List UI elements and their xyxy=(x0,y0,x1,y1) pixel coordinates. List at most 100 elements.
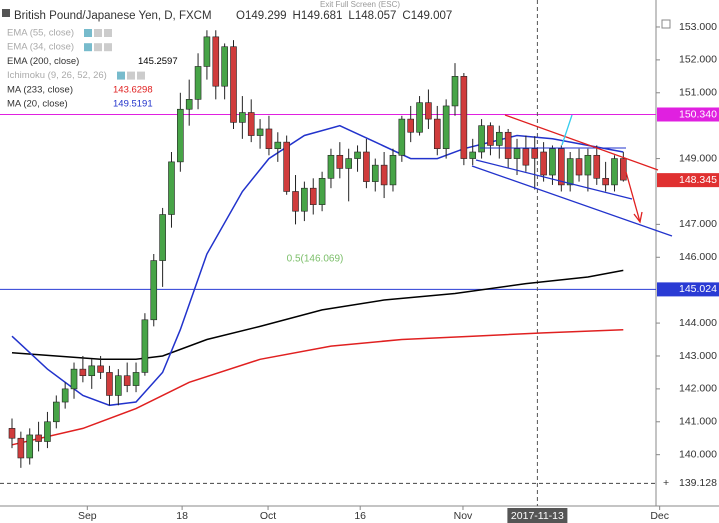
ohlc-label: L xyxy=(348,10,355,22)
candle-body xyxy=(159,214,166,261)
candle-body xyxy=(380,164,388,186)
candle-body xyxy=(398,118,406,156)
legend-icon[interactable] xyxy=(104,29,112,37)
candle-body xyxy=(88,365,96,377)
legend-name: EMA (55, close) xyxy=(7,28,74,39)
last-price-label: 148.345 xyxy=(679,174,717,186)
candle-body xyxy=(52,401,60,423)
trend-line xyxy=(504,114,659,171)
candle-body xyxy=(292,191,299,212)
arrow-head xyxy=(633,211,643,224)
candle-body xyxy=(531,148,539,159)
candle-body xyxy=(177,108,184,163)
last-price-tag xyxy=(657,173,719,188)
candle-body xyxy=(97,365,104,373)
candle-body xyxy=(61,388,69,403)
y-tick-label: 144.000 xyxy=(679,317,717,329)
y-tick-label: 152.000 xyxy=(679,54,717,66)
legend-value: 143.6298 xyxy=(113,84,153,95)
candle-body xyxy=(540,151,547,176)
candle-body xyxy=(150,260,158,321)
legend-icon[interactable] xyxy=(84,43,92,52)
price-tag-label: 145.024 xyxy=(679,283,717,295)
ma-line xyxy=(11,328,624,446)
crosshair-label: 2017-11-13 xyxy=(511,510,564,522)
legend-name: EMA (34, close) xyxy=(7,42,74,53)
legend-name: Ichimoku (9, 26, 52, 26) xyxy=(7,70,107,81)
candle-body xyxy=(442,105,450,150)
candle-body xyxy=(336,154,344,169)
legend-icon[interactable] xyxy=(94,43,102,52)
y-tick-label: 149.000 xyxy=(679,152,717,164)
price-tag-label: 150.340 xyxy=(679,108,717,120)
x-tick-label: Dec xyxy=(650,510,669,522)
candle-body xyxy=(247,112,255,136)
legend-icon[interactable] xyxy=(137,71,145,80)
legend-icon[interactable] xyxy=(94,29,102,37)
candle-body xyxy=(106,372,113,396)
candle-body xyxy=(584,154,592,176)
price-tag-sign: + xyxy=(663,477,669,489)
candle-body xyxy=(495,131,503,146)
collapse-icon[interactable] xyxy=(2,9,10,17)
candle-body xyxy=(35,434,42,442)
fib-label: 0.5(146.069) xyxy=(287,254,344,265)
y-tick-label: 146.000 xyxy=(679,251,717,263)
candle-body xyxy=(318,178,326,205)
channel-line xyxy=(475,159,633,200)
candle-body xyxy=(26,434,34,459)
ohlc-label: H xyxy=(293,10,301,22)
candle-body xyxy=(345,158,352,169)
ohlc-value: 149.681 xyxy=(301,10,343,22)
candle-body xyxy=(549,148,556,176)
channel-line xyxy=(471,165,673,237)
ohlc-label: C xyxy=(402,10,410,22)
legend-icon[interactable] xyxy=(127,71,135,80)
candle-body xyxy=(363,151,370,182)
candle-body xyxy=(265,128,273,150)
ohlc-value: 149.007 xyxy=(411,10,453,22)
exit-fullscreen[interactable]: Exit Full Screen (ESC) xyxy=(320,0,400,9)
candle-body xyxy=(558,148,565,186)
candle-body xyxy=(168,161,175,215)
arrow xyxy=(625,171,641,223)
candle-body xyxy=(212,36,220,87)
candle-body xyxy=(274,141,282,150)
candle-body xyxy=(416,102,423,133)
legend-icon[interactable] xyxy=(84,29,92,37)
candle-body xyxy=(185,99,193,110)
legend-icon[interactable] xyxy=(104,43,112,52)
y-tick-label: 151.000 xyxy=(679,87,717,99)
y-tick-label: 142.000 xyxy=(679,383,717,395)
x-tick-label: Sep xyxy=(78,510,97,522)
candle-body xyxy=(371,164,379,182)
price-tag xyxy=(657,107,719,122)
candle-body xyxy=(478,125,485,153)
candle-body xyxy=(309,187,317,205)
legend-icon[interactable] xyxy=(117,71,125,80)
candle-body xyxy=(522,148,530,166)
candle-body xyxy=(17,437,25,459)
price-tag xyxy=(657,282,719,297)
y-tick-label: 141.000 xyxy=(679,416,717,428)
candle-body xyxy=(141,319,149,373)
settings-icon[interactable] xyxy=(661,19,671,29)
candle-body xyxy=(593,154,601,179)
candle-body xyxy=(513,148,521,159)
ohlc-header: O149.299 H149.681 L148.057 C149.007 xyxy=(236,10,452,22)
candle-body xyxy=(407,118,415,133)
candle-body xyxy=(487,125,494,146)
legend-name: EMA (200, close) xyxy=(7,56,79,67)
y-tick-label: 147.000 xyxy=(679,218,717,230)
plot xyxy=(0,0,656,506)
ohlc-value: 149.299 xyxy=(245,10,287,22)
candle-body xyxy=(451,76,459,107)
candle-body xyxy=(566,158,574,186)
x-tick-label: 16 xyxy=(354,510,366,522)
candle-body xyxy=(239,112,246,123)
candle-body xyxy=(70,368,78,390)
candle-body xyxy=(256,128,264,136)
candle-body xyxy=(354,151,361,159)
